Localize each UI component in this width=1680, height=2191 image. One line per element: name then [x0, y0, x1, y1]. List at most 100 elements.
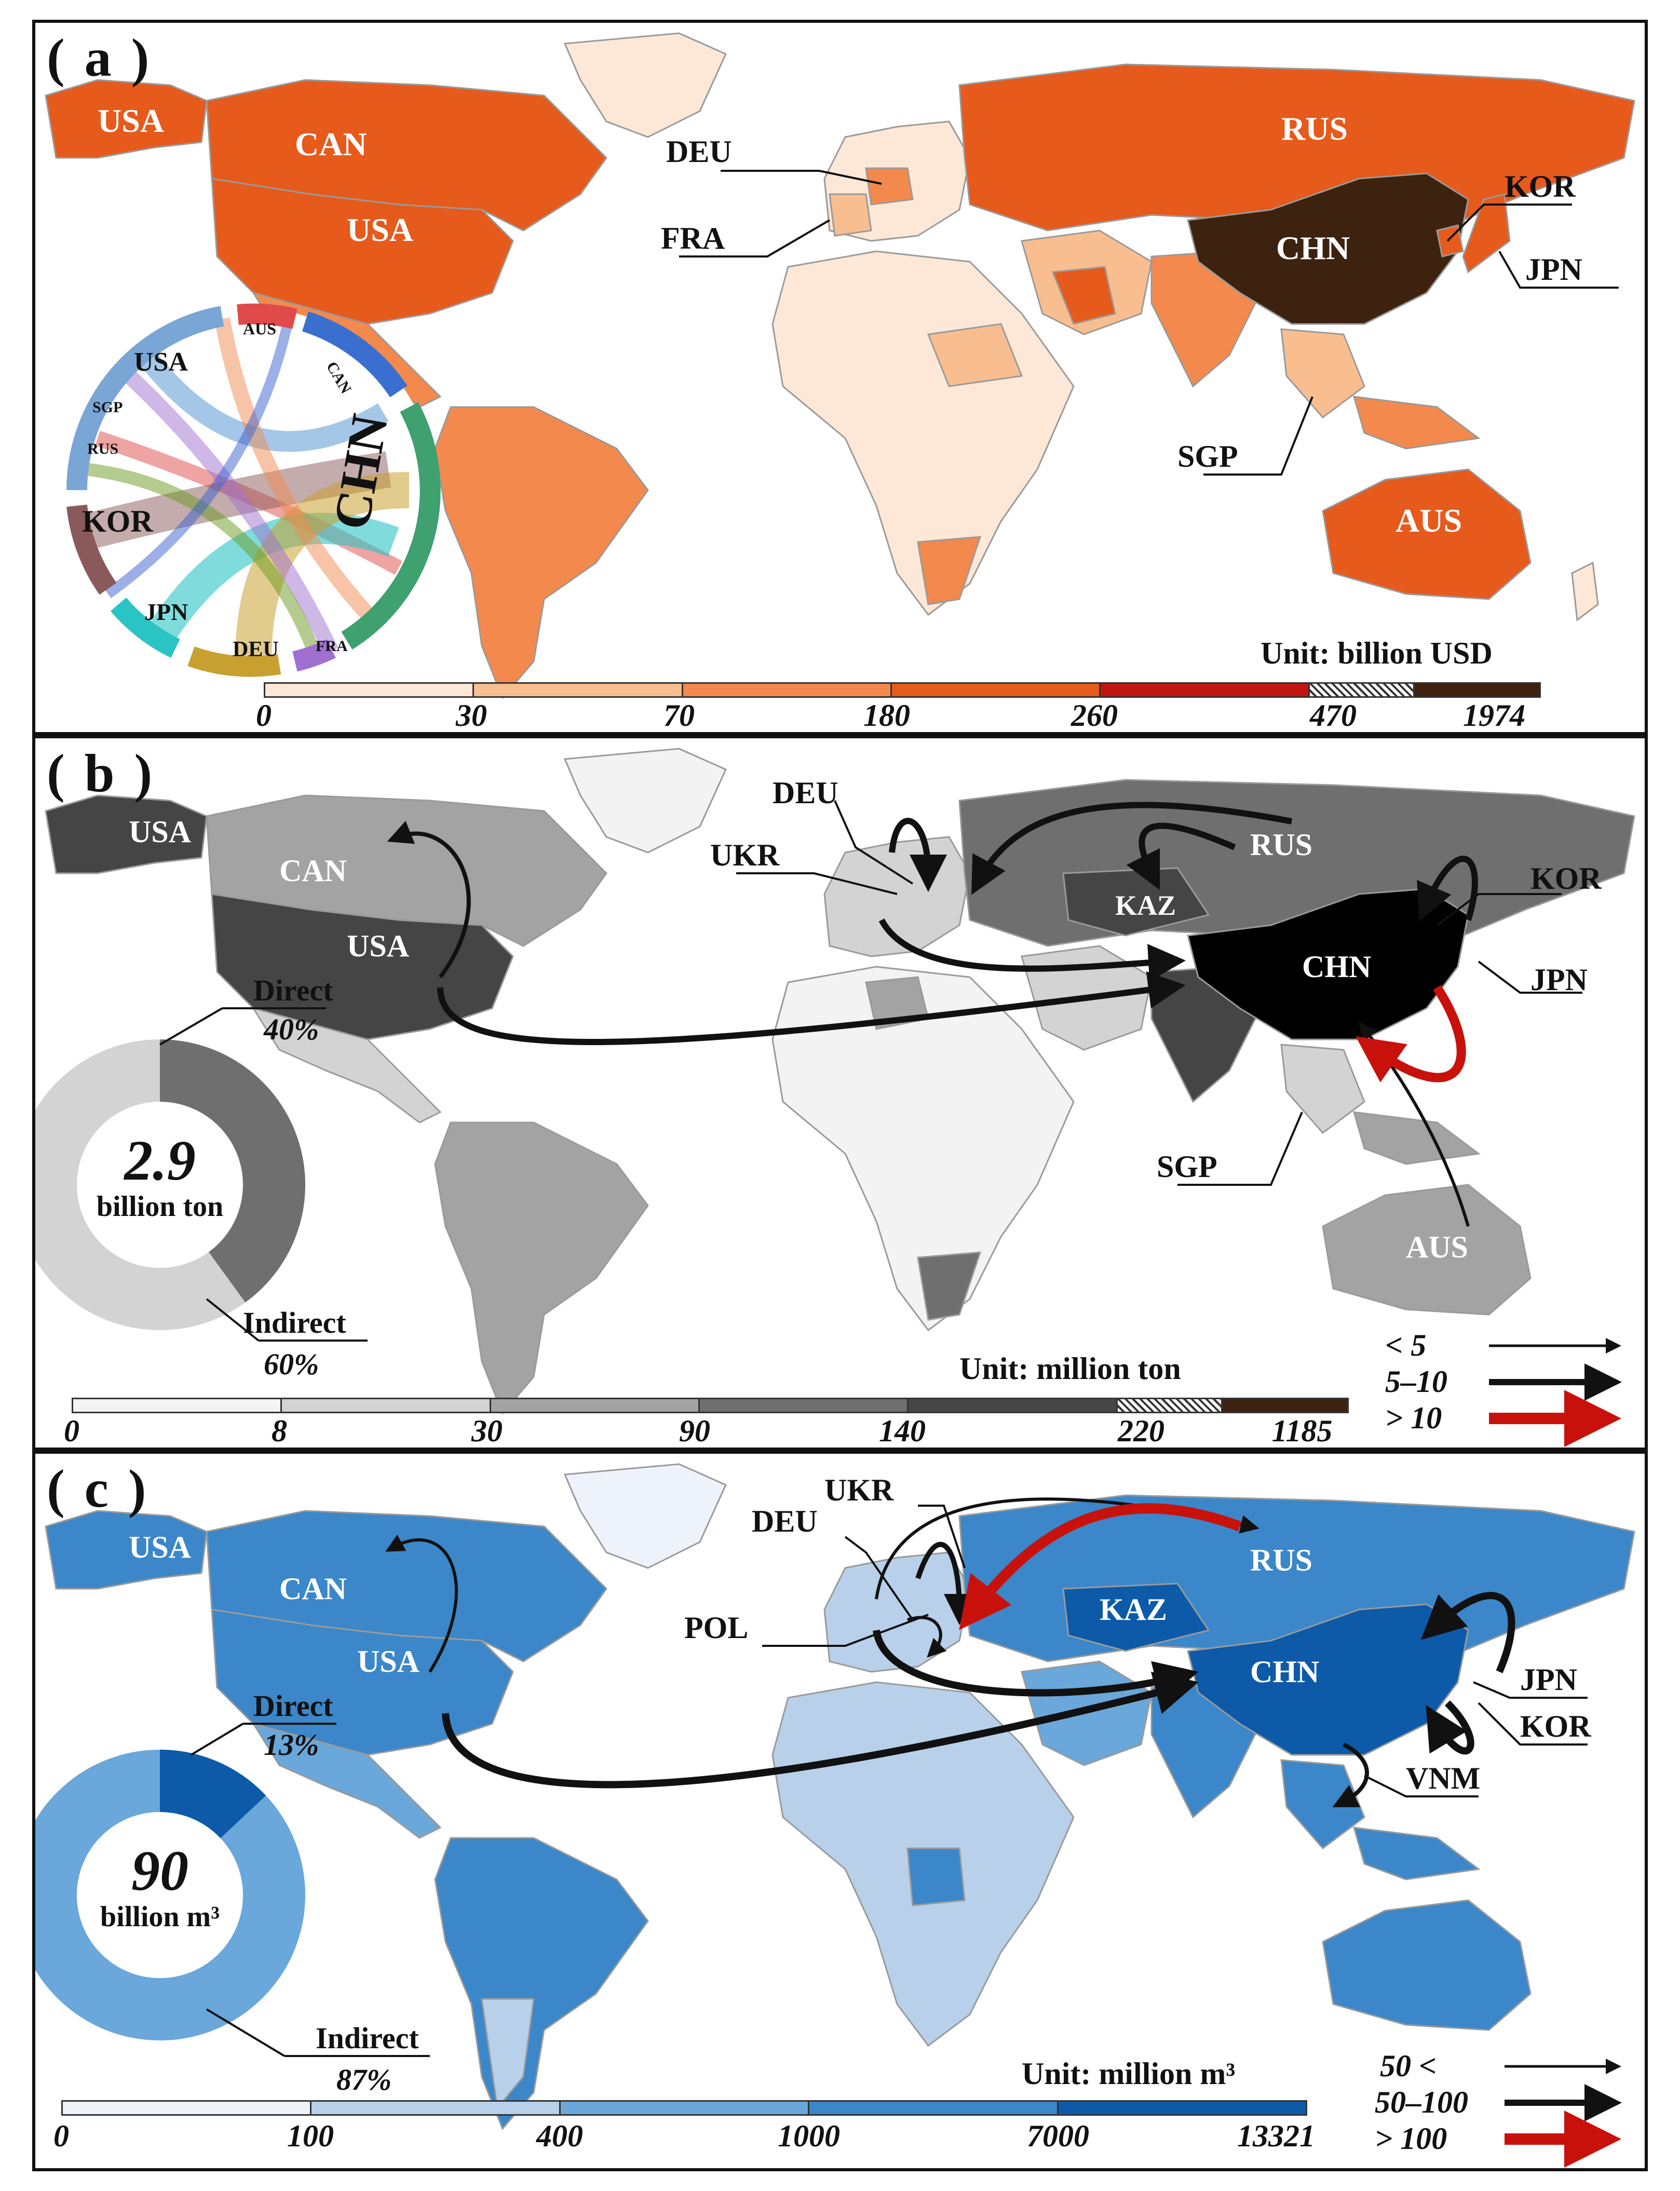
tick-b-2: 30: [471, 1414, 503, 1448]
tick-a-4: 260: [1071, 698, 1118, 733]
label-b-can: CAN: [279, 854, 347, 888]
chord-label-usa: USA: [134, 347, 188, 377]
label-c-ukr: UKR: [824, 1473, 894, 1507]
tick-b-5: 220: [1118, 1414, 1164, 1448]
se-asia-shape: [1280, 328, 1365, 419]
arrow-legend-c-mid: 50–100: [1375, 2085, 1468, 2119]
tick-c-0: 0: [53, 2119, 69, 2153]
donut-c-direct-pct: 13%: [264, 1728, 319, 1762]
chord-label-aus: AUS: [243, 319, 276, 338]
unit-a: Unit: billion USD: [1261, 636, 1493, 670]
panel-c: USA CAN USA RUS KAZ CHN UKR DEU POL JPN …: [32, 1451, 1648, 2171]
nz-shape: [1571, 561, 1599, 621]
tick-a-1: 30: [456, 698, 487, 733]
chord-label-fra: FRA: [316, 638, 348, 655]
tick-b-0: 0: [64, 1414, 79, 1448]
panel-a-label: ( a ): [47, 28, 153, 88]
label-c-pol: POL: [684, 1611, 748, 1645]
map-c: USA CAN USA RUS KAZ CHN UKR DEU POL JPN …: [35, 1463, 1635, 2168]
panel-a: USA CAN USA RUS CHN AUS DEU FRA KOR JPN …: [32, 20, 1648, 735]
tick-c-2: 400: [536, 2119, 583, 2153]
ticks-a: 0 30 70 180 260 470 1974: [256, 698, 1541, 733]
label-c-kor: KOR: [1520, 1709, 1591, 1743]
arrow-legend-b: [1489, 1338, 1622, 1447]
donut-b-total: 2.9: [123, 1129, 196, 1192]
tick-c-1: 100: [287, 2119, 334, 2153]
label-b-sgp: SGP: [1157, 1149, 1217, 1184]
donut-c-direct-label: Direct: [253, 1689, 333, 1723]
label-deu: DEU: [666, 134, 732, 169]
tick-b-1: 8: [272, 1414, 287, 1448]
south-africa-shape: [917, 536, 982, 605]
label-can: CAN: [295, 126, 367, 163]
chord-label-rus: RUS: [87, 440, 118, 457]
tick-a-5: 470: [1310, 698, 1357, 733]
arrow-legend-c-large: > 100: [1375, 2121, 1447, 2156]
label-c-deu: DEU: [752, 1504, 818, 1538]
map-a: USA CAN USA RUS CHN AUS DEU FRA KOR JPN …: [45, 32, 1635, 699]
label-b-deu: DEU: [773, 776, 838, 810]
tick-c-3: 1000: [778, 2119, 840, 2153]
tick-a-2: 70: [663, 698, 695, 733]
label-c-can: CAN: [279, 1572, 347, 1606]
tick-c-5: 13321: [1237, 2119, 1315, 2153]
label-b-usa: USA: [347, 929, 409, 963]
label-b-rus: RUS: [1250, 828, 1312, 862]
unit-c: Unit: million m³: [1022, 2057, 1236, 2091]
arrows-c: [385, 1497, 1515, 1807]
label-b-kaz: KAZ: [1115, 890, 1176, 921]
china-shape: [1187, 172, 1469, 325]
label-usa-alaska: USA: [98, 102, 164, 139]
arrow-legend-b-large: > 10: [1385, 1401, 1442, 1435]
label-b-kor: KOR: [1530, 861, 1602, 896]
ticks-b: 0 8 30 90 140 220 1185: [64, 1413, 1349, 1448]
australia-shape: [1322, 468, 1532, 600]
donut-b-indirect-label: Indirect: [243, 1306, 346, 1340]
unit-b: Unit: million ton: [959, 1351, 1181, 1386]
label-c-kaz: KAZ: [1100, 1592, 1167, 1627]
donut-b-direct-label: Direct: [253, 973, 333, 1007]
south-america-shape: [434, 406, 649, 699]
donut-c-total: 90: [131, 1839, 188, 1902]
saudi-shape: [1051, 266, 1116, 325]
tick-a-0: 0: [256, 698, 272, 733]
jpn-shape: [1462, 193, 1511, 274]
donut-b-direct-segment: [159, 1039, 305, 1303]
donut-c: 90 billion m³: [35, 1750, 305, 2040]
chord-label-jpn: JPN: [144, 599, 188, 625]
label-c-usa-alaska: USA: [129, 1530, 191, 1564]
map-b: USA CAN USA RUS KAZ CHN AUS DEU UKR KOR …: [35, 748, 1635, 1447]
alaska-shape: [45, 79, 208, 159]
chord-label-sgp: SGP: [92, 399, 123, 416]
indonesia-shape: [1352, 396, 1481, 450]
label-b-aus: AUS: [1406, 1230, 1468, 1264]
label-jpn: JPN: [1525, 252, 1582, 287]
label-rus: RUS: [1281, 110, 1348, 147]
deu-shape: [865, 167, 914, 206]
label-c-rus: RUS: [1250, 1543, 1312, 1577]
labels-a: USA CAN USA RUS CHN AUS: [98, 102, 1462, 539]
label-b-ukr: UKR: [710, 838, 780, 872]
chord-label-deu: DEU: [233, 638, 279, 661]
tick-a-6: 1974: [1463, 698, 1525, 733]
donut-b-indirect-pct: 60%: [264, 1347, 319, 1381]
africa-mid-shape: [927, 323, 1023, 387]
fra-shape: [829, 193, 872, 237]
arrow-legend-c-small: 50 <: [1380, 2049, 1437, 2083]
label-usa: USA: [347, 211, 413, 248]
colorbar-b: [72, 1398, 1349, 1413]
chord-label-kor: KOR: [82, 504, 153, 538]
greenland: [563, 32, 727, 138]
tick-b-6: 1185: [1271, 1414, 1333, 1448]
panel-b-label: ( b ): [47, 743, 156, 803]
panel-b: USA CAN USA RUS KAZ CHN AUS DEU UKR KOR …: [32, 735, 1648, 1451]
tick-a-3: 180: [863, 698, 910, 733]
donut-c-indirect-pct: 87%: [336, 2063, 391, 2097]
usa-shape: [211, 178, 514, 325]
label-c-jpn: JPN: [1520, 1662, 1577, 1697]
donut-b: 2.9 billion ton: [35, 1039, 305, 1330]
colorbar-a: [264, 682, 1541, 698]
colorbar-c: [61, 2100, 1307, 2116]
label-aus: AUS: [1396, 502, 1462, 539]
label-c-vnm: VNM: [1406, 1761, 1480, 1795]
